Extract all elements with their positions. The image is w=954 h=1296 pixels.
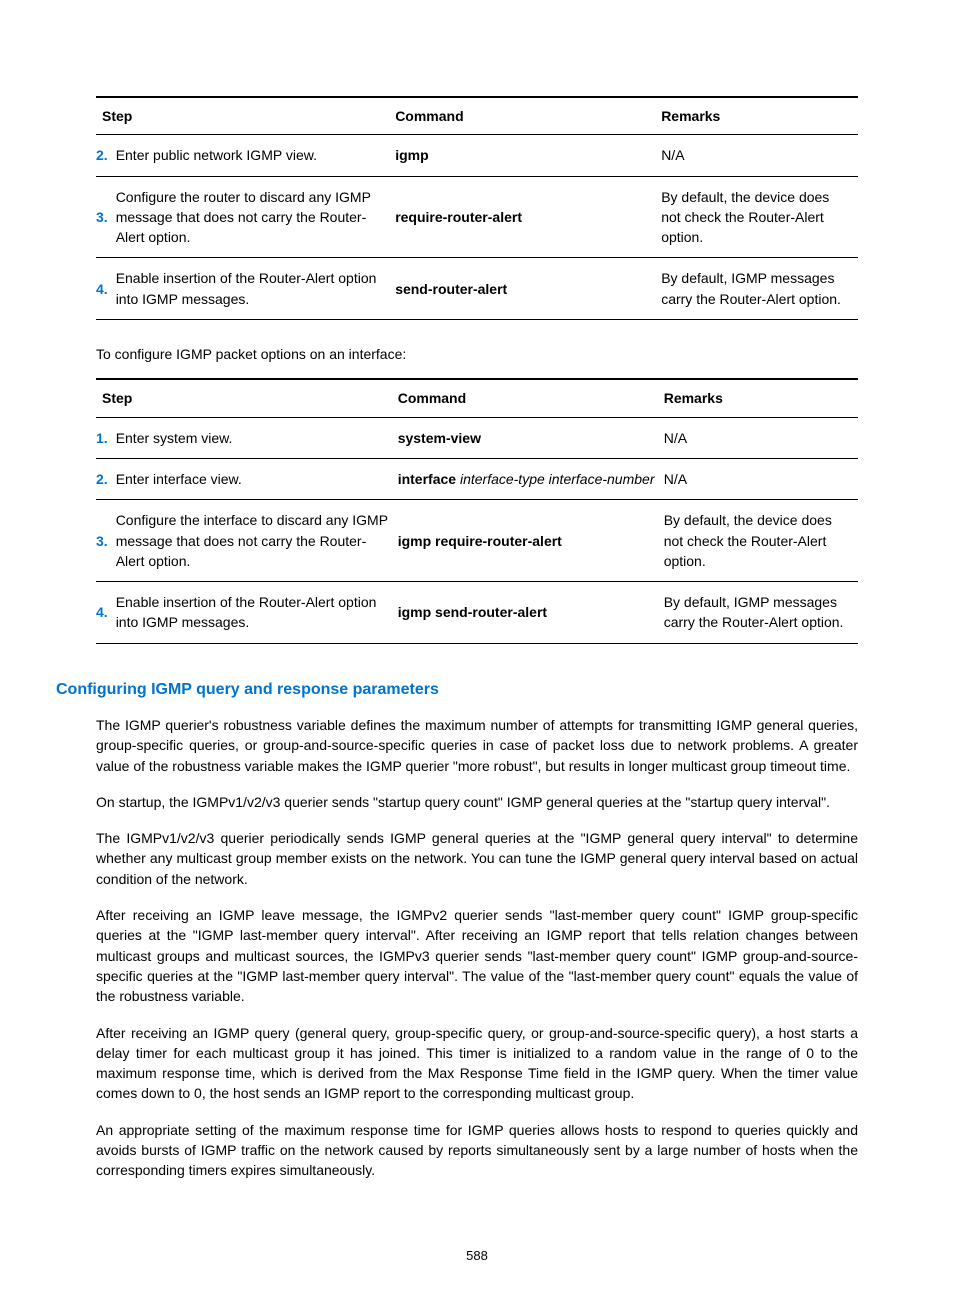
table-row: 4. Enable insertion of the Router-Alert … — [96, 258, 858, 320]
step-remarks: By default, the device does not check th… — [664, 500, 858, 582]
table1-header-command: Command — [395, 97, 661, 135]
step-number: 4. — [96, 258, 116, 320]
page-number: 588 — [0, 1247, 954, 1266]
step-cmd: system-view — [398, 417, 664, 458]
step-remarks: N/A — [661, 135, 858, 176]
step-desc: Enter system view. — [116, 417, 398, 458]
table-interface-igmp: Step Command Remarks 1. Enter system vie… — [96, 378, 858, 643]
cmd-italic: interface-type interface-number — [460, 471, 655, 487]
step-remarks: N/A — [664, 458, 858, 499]
cmd-bold: require-router-alert — [395, 209, 522, 225]
table-row: 3. Configure the interface to discard an… — [96, 500, 858, 582]
step-number: 4. — [96, 582, 116, 644]
body-paragraph: The IGMPv1/v2/v3 querier periodically se… — [96, 828, 858, 889]
step-desc: Enter interface view. — [116, 458, 398, 499]
intro-line: To configure IGMP packet options on an i… — [96, 344, 858, 364]
step-number: 2. — [96, 458, 116, 499]
body-paragraph: An appropriate setting of the maximum re… — [96, 1120, 858, 1181]
table1-header-step: Step — [96, 97, 395, 135]
step-desc: Configure the interface to discard any I… — [116, 500, 398, 582]
step-remarks: By default, IGMP messages carry the Rout… — [661, 258, 858, 320]
cmd-bold: interface — [398, 471, 456, 487]
table1-header-remarks: Remarks — [661, 97, 858, 135]
table-row: 3. Configure the router to discard any I… — [96, 176, 858, 258]
cmd-bold: igmp require-router-alert — [398, 533, 562, 549]
step-number: 3. — [96, 176, 116, 258]
body-paragraph: After receiving an IGMP leave message, t… — [96, 905, 858, 1006]
cmd-bold: send-router-alert — [395, 281, 507, 297]
body-paragraph: On startup, the IGMPv1/v2/v3 querier sen… — [96, 792, 858, 812]
cmd-bold: system-view — [398, 430, 481, 446]
step-number: 3. — [96, 500, 116, 582]
step-number: 2. — [96, 135, 116, 176]
step-cmd: interface interface-type interface-numbe… — [398, 458, 664, 499]
table-row: 2. Enter interface view. interface inter… — [96, 458, 858, 499]
body-paragraph: The IGMP querier's robustness variable d… — [96, 715, 858, 776]
step-cmd: require-router-alert — [395, 176, 661, 258]
step-desc: Configure the router to discard any IGMP… — [116, 176, 396, 258]
table-row: 1. Enter system view. system-view N/A — [96, 417, 858, 458]
step-cmd: igmp — [395, 135, 661, 176]
cmd-bold: igmp send-router-alert — [398, 604, 547, 620]
table-row: 2. Enter public network IGMP view. igmp … — [96, 135, 858, 176]
step-remarks: By default, IGMP messages carry the Rout… — [664, 582, 858, 644]
table-global-igmp: Step Command Remarks 2. Enter public net… — [96, 96, 858, 320]
table-row: 4. Enable insertion of the Router-Alert … — [96, 582, 858, 644]
page: Step Command Remarks 2. Enter public net… — [0, 0, 954, 1296]
step-cmd: send-router-alert — [395, 258, 661, 320]
step-cmd: igmp send-router-alert — [398, 582, 664, 644]
section-heading: Configuring IGMP query and response para… — [56, 678, 858, 701]
body-paragraph: After receiving an IGMP query (general q… — [96, 1023, 858, 1104]
table2-header-command: Command — [398, 379, 664, 417]
table2-header-step: Step — [96, 379, 398, 417]
step-desc: Enter public network IGMP view. — [116, 135, 396, 176]
step-cmd: igmp require-router-alert — [398, 500, 664, 582]
step-remarks: By default, the device does not check th… — [661, 176, 858, 258]
step-remarks: N/A — [664, 417, 858, 458]
step-number: 1. — [96, 417, 116, 458]
step-desc: Enable insertion of the Router-Alert opt… — [116, 582, 398, 644]
step-desc: Enable insertion of the Router-Alert opt… — [116, 258, 396, 320]
cmd-bold: igmp — [395, 147, 428, 163]
table2-header-remarks: Remarks — [664, 379, 858, 417]
